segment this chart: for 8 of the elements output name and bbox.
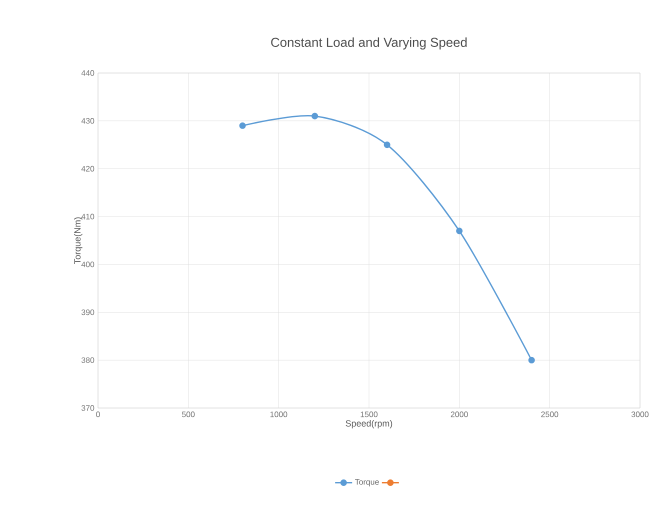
chart-title: Constant Load and Varying Speed: [271, 37, 467, 50]
y-axis-title: Torque(Nm): [74, 217, 82, 264]
point: [384, 141, 390, 148]
point: [312, 112, 318, 120]
point: [239, 122, 246, 129]
point: [456, 228, 463, 234]
x-axis-title: Speed(rpm): [346, 420, 392, 428]
point: [528, 356, 535, 364]
